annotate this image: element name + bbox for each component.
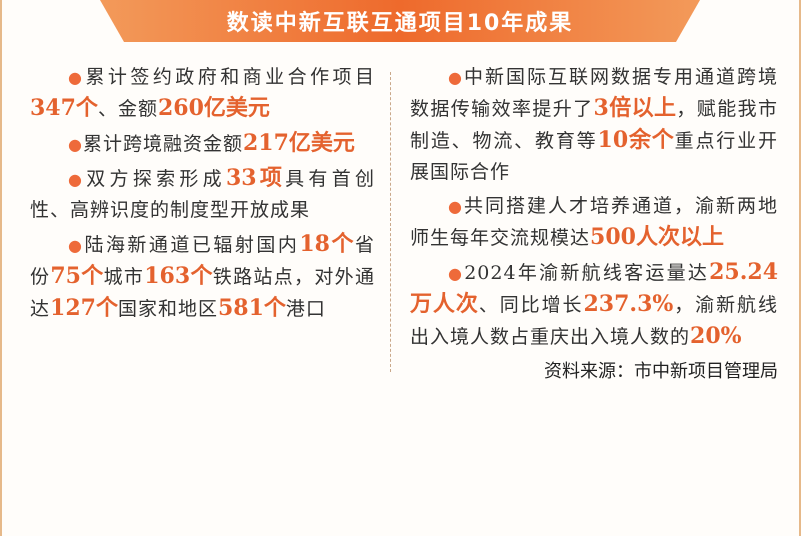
bullet-icon: ●: [448, 264, 465, 283]
stat-text: 省份: [30, 234, 375, 288]
highlight-figure: 163个: [144, 263, 213, 289]
bullet-icon: ●: [68, 236, 85, 255]
stat-text: 铁路站点，对外通达: [30, 266, 375, 320]
bullet-icon: ●: [448, 197, 464, 216]
highlight-figure: 127个: [50, 295, 118, 321]
highlight-figure: 3倍以上: [593, 95, 677, 121]
stat-text: 双方探索形成: [86, 168, 226, 190]
stat-text: 具有首创性、高辨识度的制度型开放成果: [30, 168, 375, 221]
highlight-figure: 217亿美元: [242, 130, 355, 156]
highlight-figure: 20%: [690, 323, 742, 349]
highlight-figure: 25.24万人次: [410, 259, 778, 317]
stat-text: 陆海新通道已辐射国内: [84, 234, 300, 256]
stat-item: ●2024年渝新航线客运量达25.24万人次、同比增长237.3%，渝新航线出入…: [410, 257, 778, 353]
stat-text: 港口: [285, 298, 326, 320]
highlight-figure: 347个: [30, 95, 98, 121]
stat-text: 2024年渝新航线客运量达: [464, 262, 710, 284]
highlight-figure: 581个: [217, 295, 286, 321]
stat-text: 累计跨境融资金额: [82, 133, 243, 155]
stat-text: 共同搭建人才培养通道，渝新两地师生每年交流规模达: [410, 195, 778, 249]
stat-text: 、金额: [97, 98, 158, 120]
bullet-icon: ●: [68, 170, 87, 189]
stat-item: ●共同搭建人才培养通道，渝新两地师生每年交流规模达500人次以上: [410, 191, 778, 254]
stat-text: 国家和地区: [117, 298, 218, 320]
left-column: ●累计签约政府和商业合作项目347个、金额260亿美元 ●累计跨境融资金额217亿…: [30, 62, 375, 328]
stat-text: 城市: [103, 266, 145, 288]
stat-item: ●双方探索形成33项具有首创性、高辨识度的制度型开放成果: [30, 163, 375, 226]
stat-text: ，渝新航线出入境人数占重庆出入境人数的: [410, 294, 778, 348]
highlight-figure: 18个: [299, 231, 355, 257]
stat-text: ，赋能我市制造、物流、教育等: [410, 98, 778, 152]
highlight-figure: 33项: [225, 165, 286, 191]
bullet-icon: ●: [68, 68, 86, 87]
highlight-figure: 500人次以上: [590, 224, 724, 250]
column-divider: [390, 72, 391, 372]
stat-text: 、同比增长: [478, 294, 584, 316]
stat-text: 中新国际互联网数据专用通道跨境数据传输效率提升了: [410, 66, 778, 120]
stat-text: 重点行业开展国际合作: [410, 130, 778, 183]
title-banner: 数读中新互联互通项目10年成果: [100, 0, 700, 42]
bullet-icon: ●: [68, 135, 83, 154]
highlight-figure: 75个: [50, 263, 104, 289]
page-title: 数读中新互联互通项目10年成果: [226, 11, 574, 36]
highlight-figure: 10余个: [597, 127, 675, 153]
highlight-figure: 237.3%: [583, 291, 674, 317]
bullet-icon: ●: [448, 68, 464, 87]
stat-item: ●累计跨境融资金额217亿美元: [30, 128, 375, 160]
stat-item: ●陆海新通道已辐射国内18个省份75个城市163个铁路站点，对外通达127个国家…: [30, 229, 375, 325]
stat-text: 累计签约政府和商业合作项目: [85, 66, 375, 88]
stat-item: ●累计签约政府和商业合作项目 347个、金额260亿美元: [30, 62, 375, 125]
highlight-figure: 260亿美元: [157, 95, 270, 121]
source-note: 资料来源：市中新项目管理局: [544, 361, 778, 382]
stat-item: ●中新国际互联网数据专用通道跨境数据传输效率提升了3倍以上，赋能我市制造、物流、…: [410, 62, 778, 188]
right-column: ●中新国际互联网数据专用通道跨境数据传输效率提升了3倍以上，赋能我市制造、物流、…: [410, 62, 778, 385]
